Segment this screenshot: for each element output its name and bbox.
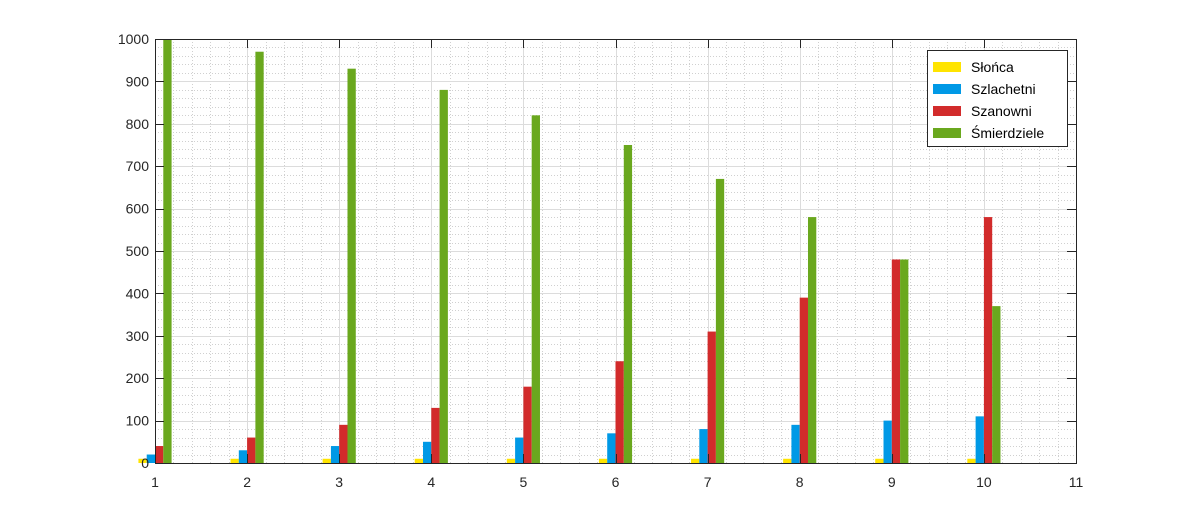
bar bbox=[807, 217, 817, 463]
y-tick-label: 300 bbox=[126, 328, 150, 344]
x-tick-label: 4 bbox=[427, 474, 435, 490]
series-2 bbox=[146, 416, 984, 463]
bar bbox=[439, 89, 448, 463]
bar bbox=[891, 259, 901, 463]
bar bbox=[983, 217, 993, 463]
bar bbox=[322, 458, 331, 463]
x-tick-label: 9 bbox=[888, 474, 896, 490]
y-tick-label: 100 bbox=[126, 413, 150, 429]
y-tick-label: 1000 bbox=[118, 31, 149, 47]
legend-label: Śmierdziele bbox=[971, 124, 1044, 141]
legend-item: Szlachetni bbox=[933, 81, 1036, 97]
bar bbox=[900, 259, 909, 463]
bar bbox=[992, 306, 1001, 463]
bar bbox=[623, 145, 633, 463]
legend-label: Słońca bbox=[971, 59, 1014, 75]
bar bbox=[967, 458, 976, 463]
bar bbox=[138, 458, 147, 463]
bar bbox=[791, 424, 800, 463]
bar bbox=[163, 39, 172, 463]
legend-swatch bbox=[933, 106, 961, 116]
x-tick-label: 6 bbox=[612, 474, 620, 490]
bar bbox=[799, 297, 808, 463]
bar bbox=[238, 450, 248, 463]
y-tick-label: 700 bbox=[126, 158, 150, 174]
bar bbox=[423, 441, 432, 463]
legend-item: Szanowni bbox=[933, 103, 1032, 119]
bar bbox=[715, 178, 725, 464]
bar bbox=[875, 458, 884, 463]
x-tick-label: 10 bbox=[976, 474, 992, 490]
bar bbox=[330, 446, 340, 463]
bar bbox=[883, 420, 892, 463]
bar bbox=[146, 454, 155, 463]
y-tick-label: 400 bbox=[126, 285, 150, 301]
y-tick-label: 0 bbox=[141, 455, 149, 471]
bar bbox=[506, 458, 516, 463]
bar bbox=[347, 68, 356, 464]
legend-swatch bbox=[933, 84, 961, 94]
x-tick-label: 5 bbox=[520, 474, 528, 490]
y-axis-tick-labels: 0 100 200 300 400 500 600 700 800 900 1000 bbox=[118, 31, 149, 471]
legend-item: Śmierdziele bbox=[933, 124, 1044, 141]
x-tick-label: 8 bbox=[796, 474, 804, 490]
bar bbox=[431, 407, 440, 463]
y-tick-label: 600 bbox=[126, 201, 150, 217]
series-4 bbox=[163, 39, 1001, 464]
bar bbox=[607, 433, 616, 463]
bar bbox=[230, 458, 239, 463]
bar bbox=[414, 458, 424, 463]
bar bbox=[975, 416, 984, 463]
axis-ticks bbox=[155, 39, 1077, 464]
legend-swatch bbox=[933, 128, 961, 138]
legend-item: Słońca bbox=[933, 59, 1014, 75]
x-tick-label: 7 bbox=[704, 474, 712, 490]
x-tick-label: 3 bbox=[335, 474, 343, 490]
bar bbox=[155, 446, 164, 463]
x-axis-tick-labels: 1 2 3 4 5 6 7 8 9 10 11 bbox=[151, 474, 1083, 490]
bar bbox=[339, 424, 348, 463]
legend-swatch bbox=[933, 62, 961, 72]
legend-label: Szlachetni bbox=[971, 81, 1036, 97]
bar bbox=[255, 51, 264, 463]
bars bbox=[138, 39, 1001, 464]
x-tick-label: 11 bbox=[1069, 474, 1084, 490]
bar bbox=[707, 331, 716, 463]
y-tick-label: 800 bbox=[126, 116, 150, 132]
y-tick-label: 200 bbox=[126, 370, 150, 386]
bar bbox=[699, 429, 708, 463]
bar bbox=[247, 437, 256, 463]
y-tick-label: 500 bbox=[126, 243, 150, 259]
bar bbox=[598, 458, 608, 463]
bar bbox=[691, 458, 700, 463]
legend: Słońca Szlachetni Szanowni Śmierdziele bbox=[927, 50, 1068, 147]
x-tick-label: 1 bbox=[151, 474, 159, 490]
minor-grid bbox=[155, 39, 1076, 463]
bar bbox=[615, 361, 624, 463]
bar bbox=[515, 437, 524, 463]
series-3 bbox=[155, 217, 993, 463]
y-tick-label: 900 bbox=[126, 73, 150, 89]
bar bbox=[783, 458, 792, 463]
x-tick-label: 2 bbox=[243, 474, 251, 490]
bar bbox=[531, 115, 540, 463]
bar bbox=[523, 386, 532, 463]
legend-label: Szanowni bbox=[971, 103, 1032, 119]
series-1 bbox=[138, 458, 976, 463]
